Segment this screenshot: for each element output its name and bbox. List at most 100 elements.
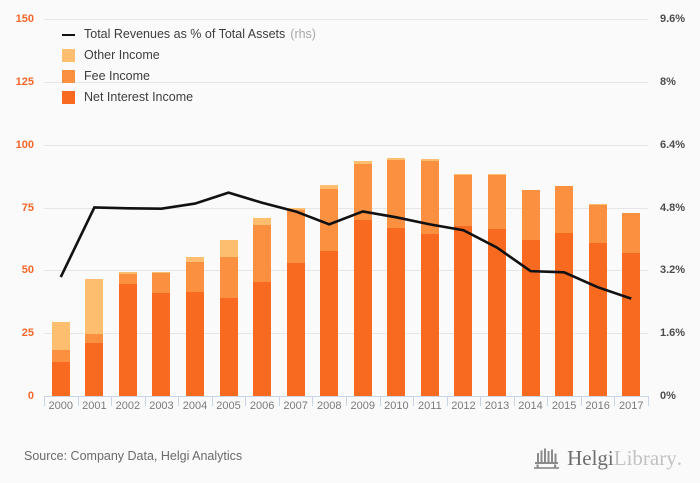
bar-segment-fee-income (420, 161, 439, 234)
bar-stack[interactable] (320, 184, 339, 396)
legend-line-marker-icon (62, 28, 75, 41)
brand-name-primary: Helgi (567, 445, 614, 470)
y-axis-right-tick-label: 8% (660, 75, 676, 88)
x-axis-label-2005: 2005 (216, 400, 241, 412)
bar-stack[interactable] (555, 186, 574, 396)
x-axis-label-2006: 2006 (249, 400, 275, 412)
bar-segment-fee-income (253, 225, 272, 282)
x-axis-tick (245, 396, 247, 406)
chart-legend: Total Revenues as % of Total Assets (rhs)… (62, 24, 316, 108)
bar-segment-other-income (588, 203, 607, 205)
bar-stack[interactable] (454, 173, 473, 396)
x-axis-tick (111, 396, 113, 406)
source-note: Source: Company Data, Helgi Analytics (24, 449, 243, 463)
x-axis-label-2001: 2001 (82, 400, 107, 412)
bar-segment-net-interest-income (420, 233, 439, 396)
brand-logo: Helgi Library. (534, 445, 682, 471)
y-axis-right-tick-label: 9.6% (660, 13, 686, 25)
x-axis-label-2007: 2007 (283, 400, 308, 412)
bar-stack[interactable] (219, 240, 238, 396)
x-axis-label-2009: 2009 (350, 400, 376, 412)
bar-stack[interactable] (387, 158, 406, 396)
legend-label: Total Revenues as % of Total Assets (84, 27, 286, 41)
y-axis-right-tick-label: 1.6% (660, 327, 686, 340)
x-axis-label-2008: 2008 (316, 400, 342, 412)
brand-name-secondary: Library (613, 445, 677, 470)
bar-stack[interactable] (118, 272, 137, 396)
bar-segment-fee-income (387, 159, 406, 228)
bar-segment-net-interest-income (488, 228, 506, 396)
x-axis-label-2013: 2013 (484, 400, 510, 412)
x-axis-tick (44, 396, 45, 406)
bar-segment-other-income (286, 207, 305, 211)
y-axis-left-tick-label: 25 (21, 327, 34, 340)
bar-stack[interactable] (186, 256, 204, 396)
x-axis-label-2004: 2004 (182, 400, 208, 412)
bar-segment-fee-income (622, 212, 641, 253)
legend-label: Net Interest Income (84, 90, 194, 104)
bar-stack[interactable] (420, 158, 439, 396)
bar-segment-net-interest-income (118, 284, 137, 396)
bar-segment-other-income (454, 173, 473, 175)
bar-segment-other-income (387, 158, 406, 160)
x-axis-label-2010: 2010 (384, 400, 409, 412)
x-axis-tick (480, 396, 482, 406)
bar-stack[interactable] (152, 271, 171, 396)
x-axis-label-2011: 2011 (418, 400, 442, 412)
bar-segment-net-interest-income (186, 291, 204, 396)
bar-stack[interactable] (85, 279, 104, 396)
bar-segment-other-income (353, 161, 372, 164)
x-axis-tick (413, 396, 415, 406)
bar-segment-fee-income (219, 256, 238, 298)
bar-segment-other-income (85, 279, 104, 335)
bar-stack[interactable] (253, 217, 272, 396)
y-axis-left-tick-label: 125 (15, 75, 34, 88)
x-axis-tick (446, 396, 448, 406)
y-axis-left-tick-label: 50 (21, 264, 34, 277)
y-axis-left-tick-label: 0 (27, 390, 34, 402)
x-axis-tick (346, 396, 347, 406)
x-axis-tick (278, 396, 280, 406)
gridline (44, 19, 648, 20)
bar-segment-other-income (253, 217, 272, 226)
x-axis-tick (547, 396, 549, 406)
helgi-library-icon (534, 448, 560, 469)
bar-stack[interactable] (488, 173, 506, 396)
x-axis-label-2017: 2017 (618, 400, 644, 412)
legend-label: Other Income (84, 48, 160, 62)
y-axis-right-tick-label: 0% (660, 390, 676, 402)
legend-item-line[interactable]: Total Revenues as % of Total Assets (rhs) (62, 24, 316, 44)
y-axis-right-tick-label: 6.4% (660, 138, 686, 151)
legend-item-other[interactable]: Other Income (62, 45, 316, 65)
x-axis-tick (312, 396, 314, 406)
bar-segment-net-interest-income (353, 220, 372, 396)
bar-segment-other-income (219, 240, 238, 257)
x-axis-tick (648, 396, 649, 406)
y-axis-right-tick-label: 3.2% (660, 264, 686, 277)
bar-segment-net-interest-income (85, 343, 104, 396)
bar-segment-fee-income (118, 274, 137, 285)
bar-segment-fee-income (85, 334, 104, 344)
bar-segment-other-income (118, 272, 137, 275)
bar-segment-net-interest-income (219, 297, 238, 396)
bar-segment-fee-income (51, 349, 70, 363)
legend-swatch-icon (62, 69, 75, 83)
y-axis-right-tick-label: 4.8% (660, 201, 686, 214)
legend-item-fee[interactable]: Fee Income (62, 66, 316, 86)
bar-segment-fee-income (521, 189, 540, 241)
bar-segment-net-interest-income (253, 281, 272, 396)
bar-segment-net-interest-income (320, 251, 339, 396)
bar-stack[interactable] (51, 321, 70, 396)
x-axis-tick (513, 396, 515, 406)
bar-segment-other-income (488, 173, 506, 175)
x-axis-tick (580, 396, 582, 406)
bar-stack[interactable] (588, 203, 607, 396)
legend-item-nii[interactable]: Net Interest Income (62, 87, 316, 107)
bar-segment-net-interest-income (454, 226, 473, 396)
bar-segment-other-income (186, 256, 204, 262)
bar-stack[interactable] (521, 189, 540, 396)
bar-stack[interactable] (353, 161, 372, 396)
bar-stack[interactable] (286, 207, 305, 396)
x-axis-label-2014: 2014 (518, 400, 543, 412)
bar-stack[interactable] (622, 212, 641, 396)
